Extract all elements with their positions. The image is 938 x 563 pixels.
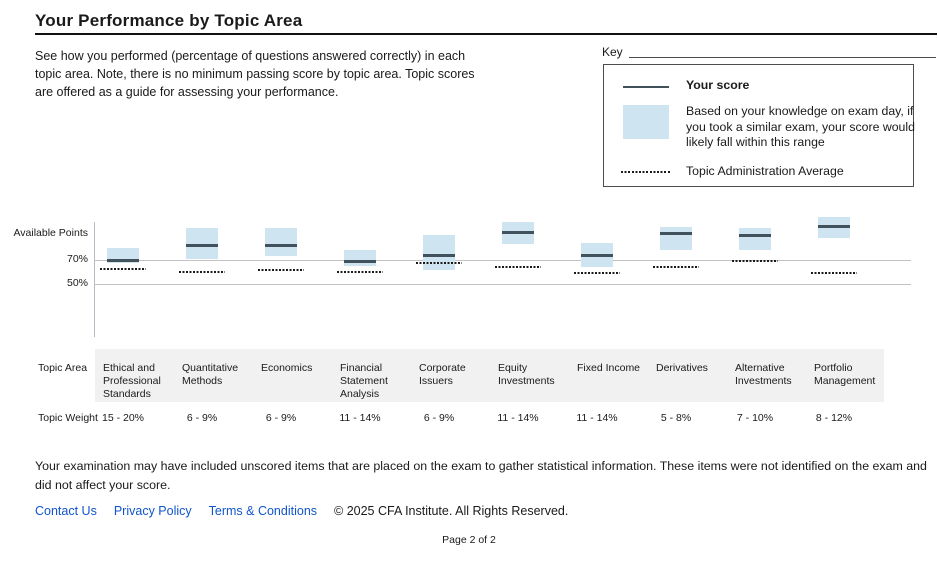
legend-box: Your score Based on your knowledge on ex… — [603, 64, 915, 187]
topic-area-row-label: Topic Area — [38, 362, 88, 374]
topic-area-name: Quantitative Methods — [182, 362, 239, 387]
unscored-items-note: Your examination may have included unsco… — [35, 459, 927, 492]
your-score-line — [265, 244, 297, 247]
gridline-70-percent — [94, 260, 911, 261]
topic-weight-value: 11 - 14% — [497, 412, 539, 424]
topic-area-name: Equity Investments — [498, 362, 555, 387]
topic-average-dotted-line — [732, 260, 778, 263]
topic-area-name: Financial Statement Analysis — [340, 362, 388, 400]
contact-us-link[interactable]: Contact Us — [35, 504, 97, 518]
topic-area-name: Corporate Issuers — [419, 362, 466, 387]
topic-weight-value: 6 - 9% — [186, 412, 218, 424]
score-range-band — [739, 228, 771, 250]
topic-weight-value: 6 - 9% — [265, 412, 297, 424]
title-underline — [35, 33, 937, 35]
topic-area-row-background — [95, 349, 884, 402]
your-score-line — [581, 254, 613, 258]
score-range-band — [344, 249, 376, 266]
score-range-legend-label: Based on your knowledge on exam day, if … — [686, 104, 915, 150]
your-score-line — [818, 225, 850, 229]
footer-links: Contact Us Privacy Policy Terms & Condit… — [35, 504, 568, 518]
topic-weight-row-label: Topic Weight — [38, 412, 98, 424]
topic-average-dotted-line — [811, 272, 857, 275]
your-score-line — [660, 232, 692, 236]
topic-average-dotted-line — [100, 267, 146, 270]
topic-average-dotted-line — [258, 269, 304, 272]
topic-area-name: Fixed Income — [577, 362, 641, 374]
topic-weight-value: 11 - 14% — [576, 412, 618, 424]
page-title: Your Performance by Topic Area — [35, 11, 303, 30]
topic-average-legend-label: Topic Administration Average — [686, 164, 844, 178]
your-score-line — [739, 233, 771, 237]
topic-weight-value: 15 - 20% — [101, 412, 145, 424]
topic-area-name: Economics — [261, 362, 313, 374]
y-axis-tick-70: 70% — [66, 253, 88, 265]
topic-average-dotted-swatch — [621, 171, 671, 173]
topic-area-name: Alternative Investments — [735, 362, 792, 387]
page-indicator: Page 2 of 2 — [442, 534, 496, 546]
topic-area-name: Ethical and Professional Standards — [103, 362, 161, 400]
topic-weight-value: 5 - 8% — [660, 412, 692, 424]
gridline-50-percent — [94, 284, 911, 285]
y-axis-tick-50: 50% — [66, 277, 88, 289]
terms-conditions-link[interactable]: Terms & Conditions — [208, 504, 318, 518]
your-score-line — [344, 259, 376, 263]
your-score-line — [423, 254, 455, 258]
topic-average-dotted-line — [416, 261, 462, 264]
topic-average-dotted-line — [179, 270, 225, 273]
copyright-text: © 2025 CFA Institute. All Rights Reserve… — [334, 504, 569, 518]
topic-weight-value: 7 - 10% — [736, 412, 774, 424]
key-top-rule — [629, 57, 936, 58]
topic-weight-value: 8 - 12% — [815, 412, 853, 424]
your-score-legend-label: Your score — [686, 78, 750, 92]
score-range-band — [660, 226, 692, 250]
score-range-band — [265, 228, 297, 256]
topic-average-dotted-line — [574, 272, 620, 275]
y-axis-available-points-label: Available Points — [13, 227, 88, 239]
page-description: See how you performed (percentage of que… — [35, 49, 475, 100]
score-range-band — [423, 235, 455, 271]
topic-area-name: Portfolio Management — [814, 362, 876, 387]
score-range-band — [186, 228, 218, 259]
your-score-line — [502, 230, 534, 234]
privacy-policy-link[interactable]: Privacy Policy — [113, 504, 192, 518]
topic-area-name: Derivatives — [656, 362, 708, 374]
topic-average-dotted-line — [653, 266, 699, 269]
your-score-line-swatch — [623, 86, 669, 88]
your-score-line — [186, 244, 218, 247]
topic-average-dotted-line — [495, 266, 541, 269]
score-range-swatch — [623, 105, 669, 139]
key-label: Key — [602, 45, 623, 59]
topic-weight-value: 6 - 9% — [423, 412, 455, 424]
topic-average-dotted-line — [337, 270, 383, 273]
y-axis-line — [94, 222, 95, 337]
topic-weight-value: 11 - 14% — [339, 412, 381, 424]
your-score-line — [107, 258, 139, 262]
